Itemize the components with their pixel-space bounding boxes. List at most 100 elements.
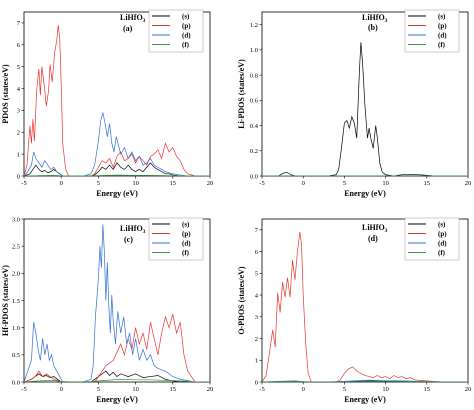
panel-d-ytick-label: 2 [255, 336, 258, 343]
panel-a-legend-label: (d) [182, 32, 191, 40]
panel-a-ytick-label: 5 [17, 64, 20, 71]
panel-d-legend-label: (p) [438, 230, 447, 238]
panel-a-xtick-label: 0 [60, 180, 63, 187]
panel-a-ytick-label: 7 [17, 20, 21, 27]
panel-a-legend-label: (s) [182, 13, 190, 21]
panel-c-series-f-line [24, 378, 210, 382]
panel-d-legend-label: (f) [438, 249, 446, 257]
panel-a-ytick-label: 0 [17, 173, 20, 180]
panel-b-legend-label: (s) [438, 13, 446, 21]
panel-b-xtick-label: 5 [343, 180, 346, 187]
panel-b-title: LiHfO3 [362, 13, 388, 24]
panel-d-frame [261, 218, 469, 383]
panel-a-title: LiHfO3 [120, 13, 146, 24]
panel-c-ylabel: Hf-PDOS (states/eV) [1, 265, 10, 336]
panel-b-ytick-label: 1.0 [250, 47, 258, 54]
panel-a-panel-letter: (a) [123, 24, 133, 33]
panel-a-xtick-label: 10 [132, 180, 139, 187]
panel-d-ytick-label: 6 [255, 249, 259, 256]
panel-b-xtick-label: 20 [465, 180, 472, 187]
panel-b-ylabel: Li-PDOS (states/eV) [237, 59, 246, 129]
panel-c-ytick-label: 3.0 [12, 216, 20, 223]
panel-b-ytick-label: 0.8 [250, 72, 258, 79]
panel-b-xtick-label: 10 [382, 180, 389, 187]
panel-c-xlabel: Energy (eV) [96, 395, 138, 404]
panel-b-ytick-label: 0.2 [250, 148, 258, 155]
panel-c-ytick-label: 2.5 [12, 243, 20, 250]
panel-c-xtick-label: -5 [21, 386, 26, 393]
panel-d-ylabel: O-PDOS (states/eV) [237, 266, 246, 335]
panel-c-ytick-label: 0.0 [12, 379, 20, 386]
panel-d-xtick-label: 15 [424, 386, 431, 393]
panel-d-ytick-label: 3 [255, 314, 258, 321]
panel-b-ytick-label: 0.4 [250, 123, 259, 130]
panel-d-ytick-label: 7 [255, 227, 259, 234]
panel-a-ytick-label: 1 [17, 151, 20, 158]
panel-c-legend-label: (f) [182, 249, 190, 257]
panel-c-xtick-label: 10 [132, 386, 139, 393]
panel-c-series-d-line [24, 224, 210, 382]
panel-d-xtick-label: 5 [343, 386, 346, 393]
panel-d-title: LiHfO3 [362, 223, 388, 234]
panel-a-ylabel: PDOS (states/eV) [1, 64, 10, 124]
panel-a-xtick-label: 5 [97, 180, 100, 187]
panel-d-xtick-label: 10 [382, 386, 389, 393]
panel-b-ytick-label: 0.0 [250, 173, 258, 180]
panel-b-xtick-label: 0 [302, 180, 305, 187]
panel-d-legend-label: (d) [438, 240, 447, 248]
panel-b-legend-label: (p) [438, 22, 447, 30]
panel-a-legend-label: (f) [182, 41, 190, 49]
panel-b-legend-label: (f) [438, 41, 446, 49]
panel-a-frame [23, 11, 211, 177]
panel-a-ytick-label: 2 [17, 130, 20, 137]
panel-c-ytick-label: 1.0 [12, 325, 20, 332]
panel-a-series-f-line [24, 174, 210, 176]
panel-c-legend-label: (d) [182, 240, 191, 248]
panel-b-panel-letter: (b) [368, 23, 378, 32]
panel-c-xtick-label: 0 [60, 386, 63, 393]
panel-c-ytick-label: 1.5 [12, 298, 20, 305]
panel-a-xtick-label: 15 [170, 180, 177, 187]
panel-c-ytick-label: 0.5 [12, 352, 20, 359]
panel-d-panel-letter: (d) [368, 234, 378, 243]
panel-b-xtick-label: -5 [259, 180, 264, 187]
panel-a-xtick-label: -5 [21, 180, 26, 187]
panel-b-xlabel: Energy (eV) [344, 189, 386, 198]
panel-d-legend-label: (s) [438, 221, 446, 229]
panel-c-title: LiHfO3 [120, 224, 146, 235]
panel-b-ytick-label: 0.6 [250, 98, 259, 105]
panel-a-ytick-label: 3 [17, 108, 20, 115]
panel-c-xtick-label: 5 [97, 386, 100, 393]
panel-b-legend [404, 9, 460, 53]
panel-b-xtick-label: 15 [424, 180, 431, 187]
panel-b-ytick-label: 1.2 [250, 22, 258, 29]
panel-d-ytick-label: 0 [255, 379, 258, 386]
panel-a-ytick-label: 6 [17, 42, 21, 49]
panel-d-xlabel: Energy (eV) [344, 395, 386, 404]
panel-a-ytick-label: 4 [17, 86, 21, 93]
panel-d-series-p-line [262, 231, 468, 382]
panel-d-xtick-label: 0 [302, 386, 305, 393]
panel-c-xtick-label: 20 [207, 386, 214, 393]
panel-a-xtick-label: 20 [207, 180, 214, 187]
panel-a-series-s-line [24, 162, 210, 176]
panel-c-legend-label: (s) [182, 221, 190, 229]
panel-b-legend-label: (d) [438, 32, 447, 40]
panel-d-ytick-label: 1 [255, 358, 258, 365]
panel-c-panel-letter: (c) [124, 235, 133, 244]
panel-c-ytick-label: 2.0 [12, 271, 20, 278]
panel-b: -5 0 5 10 15 20 0.0 0.2 0.4 0.6 0.8 1.0 1.2 Energy (e… [237, 9, 472, 198]
panel-d-xtick-label: 20 [465, 386, 472, 393]
panel-d-xtick-label: -5 [259, 386, 264, 393]
panel-b-series-s-line [262, 42, 468, 176]
panel-a-series-p-line [24, 25, 210, 176]
panel-a-series-d-line [24, 112, 210, 176]
panel-c-series-s-line [24, 370, 210, 382]
panel-c: -5 0 5 10 15 20 0.0 0.5 1.0 1.5 2.0 2.5 3.0 Energy (e… [1, 216, 213, 404]
panel-a-xlabel: Energy (eV) [96, 189, 138, 198]
panel-c-xtick-label: 15 [170, 386, 177, 393]
panel-a-legend-label: (p) [182, 22, 191, 30]
